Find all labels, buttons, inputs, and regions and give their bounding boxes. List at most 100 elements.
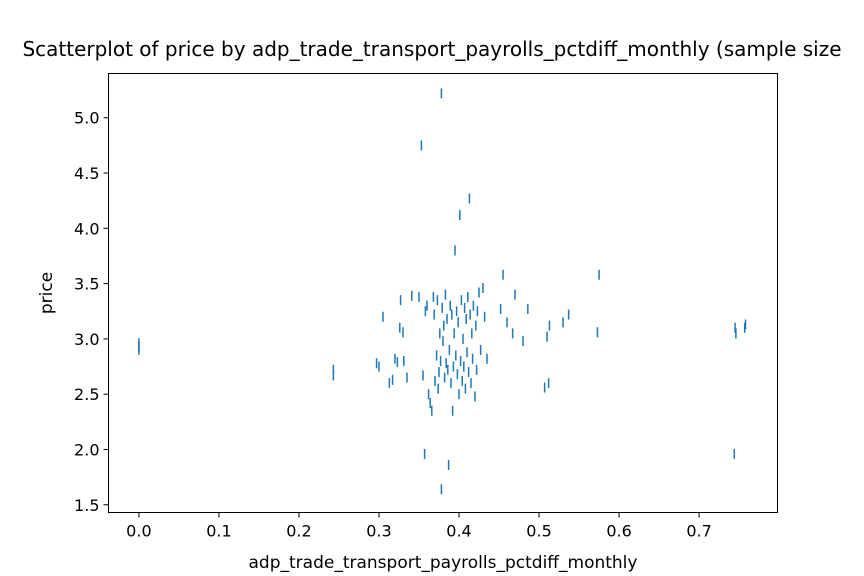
data-point (138, 338, 140, 349)
data-point (411, 290, 413, 301)
data-marks (138, 88, 747, 495)
data-point (734, 322, 736, 333)
y-axis: 1.5 2.0 2.5 3.0 3.5 4.0 4.5 5.0 (74, 109, 109, 515)
data-point (460, 295, 463, 306)
data-point (733, 448, 736, 459)
data-point (426, 300, 428, 311)
data-point (474, 391, 476, 402)
x-tick-label: 0.5 (526, 522, 551, 541)
x-tick-label: 0.7 (686, 522, 711, 541)
data-point (442, 336, 444, 347)
data-point (422, 370, 424, 381)
chart-title: Scatterplot of price by adp_trade_transp… (22, 37, 841, 61)
data-point (455, 306, 458, 317)
data-point (450, 378, 452, 389)
y-tick-label: 4.0 (74, 219, 99, 238)
data-point (443, 372, 446, 383)
x-tick-label: 0.0 (126, 522, 151, 541)
data-point (445, 358, 447, 369)
data-point (432, 291, 435, 302)
data-point (436, 295, 439, 306)
data-point (447, 364, 449, 375)
x-tick-label: 0.4 (446, 522, 471, 541)
data-point (514, 289, 516, 300)
data-point (455, 350, 457, 361)
data-point (469, 309, 471, 320)
data-point (444, 289, 447, 300)
x-tick-label: 0.1 (206, 522, 231, 541)
data-point (446, 313, 448, 324)
data-point (467, 367, 470, 378)
x-tick-label: 0.6 (606, 522, 631, 541)
data-point (452, 361, 455, 372)
data-point (459, 210, 461, 221)
data-point (465, 313, 467, 324)
data-point (475, 364, 478, 375)
data-point (562, 317, 564, 328)
data-point (453, 328, 455, 339)
x-axis-label: adp_trade_transport_payrolls_pctdiff_mon… (249, 553, 638, 573)
data-point (471, 328, 473, 339)
y-axis-label: price (37, 272, 57, 314)
data-point (483, 311, 486, 322)
data-point (462, 333, 464, 344)
data-point (420, 140, 423, 151)
data-point (441, 302, 443, 313)
data-point (472, 300, 475, 311)
data-point (463, 361, 465, 372)
data-point (548, 320, 551, 331)
data-point (567, 309, 570, 320)
data-point (440, 484, 443, 495)
data-point (478, 287, 480, 298)
data-point (375, 358, 378, 369)
data-point (511, 328, 514, 339)
data-point (499, 304, 502, 315)
data-point (402, 327, 404, 338)
data-point (437, 383, 439, 394)
data-point (394, 353, 396, 364)
data-point (458, 389, 460, 400)
data-point (427, 389, 430, 400)
data-point (451, 405, 454, 416)
y-tick-label: 3.0 (74, 330, 99, 349)
data-point (527, 304, 529, 315)
data-point (443, 320, 445, 331)
y-tick-label: 3.5 (74, 275, 99, 294)
data-point (403, 356, 405, 367)
data-point (466, 347, 468, 358)
data-point (378, 361, 380, 372)
data-point (459, 356, 462, 367)
data-point (449, 300, 451, 311)
data-point (744, 319, 747, 330)
data-point (471, 353, 474, 364)
data-point (464, 383, 467, 394)
data-point (391, 374, 394, 385)
data-point (506, 317, 508, 328)
x-axis: 0.0 0.1 0.2 0.3 0.4 0.5 0.6 0.7 (126, 512, 712, 541)
data-point (396, 357, 399, 368)
data-point (454, 245, 456, 256)
y-tick-label: 2.0 (74, 440, 99, 459)
data-point (332, 370, 335, 381)
data-point (461, 375, 463, 386)
data-point (435, 350, 438, 361)
data-point (598, 269, 600, 280)
data-point (502, 269, 504, 280)
data-point (332, 364, 335, 375)
data-point (399, 295, 402, 306)
data-point (418, 291, 420, 302)
data-point (475, 320, 477, 331)
data-point (448, 344, 451, 355)
data-point (451, 309, 453, 320)
x-tick-label: 0.2 (286, 522, 311, 541)
plot-area-frame (108, 73, 778, 513)
data-point (457, 317, 459, 328)
data-point (399, 322, 401, 333)
data-point (470, 378, 472, 389)
y-tick-label: 4.5 (74, 164, 99, 183)
data-point (596, 327, 599, 338)
data-point (440, 88, 443, 99)
x-tick-label: 0.3 (366, 522, 391, 541)
data-point (423, 448, 426, 459)
